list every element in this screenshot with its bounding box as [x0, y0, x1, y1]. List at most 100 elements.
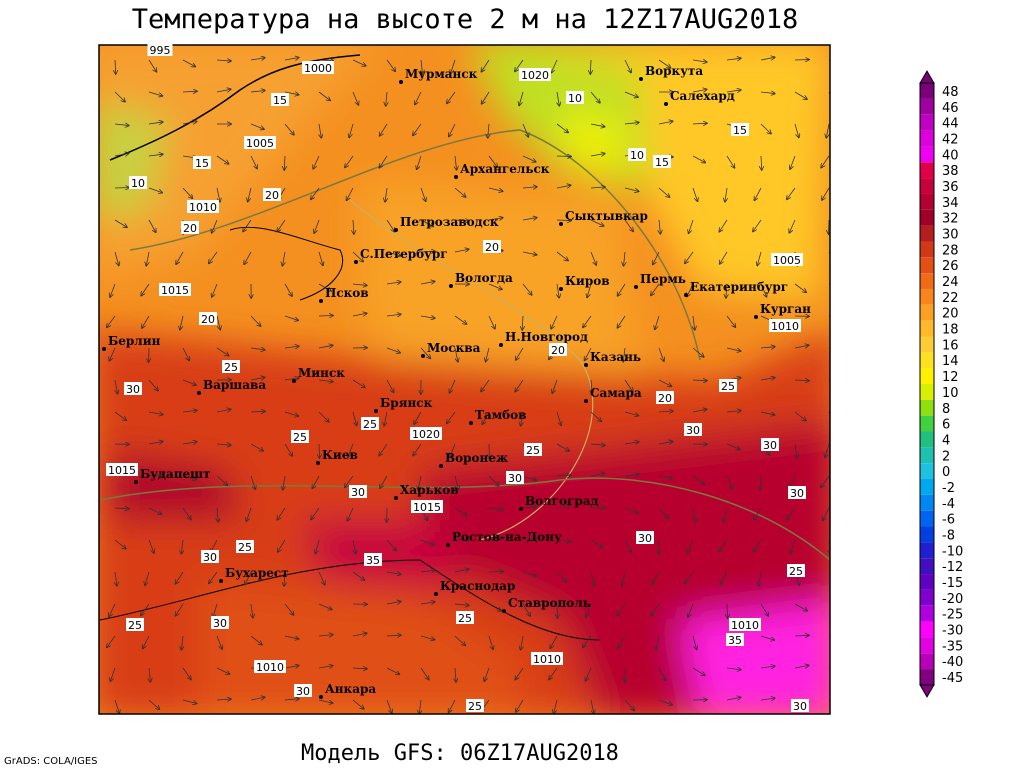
contour-label: 20	[201, 313, 215, 326]
wind-arrow	[352, 91, 358, 105]
contour-label: 10	[568, 92, 582, 105]
contour-label-box	[181, 221, 199, 234]
wind-arrow	[284, 155, 285, 170]
contour-label-box	[636, 531, 654, 544]
colorbar-swatch	[920, 574, 934, 590]
wind-arrow	[181, 635, 183, 650]
wind-arrow	[658, 699, 672, 705]
wind-arrow	[658, 187, 670, 197]
wind-arrow	[624, 379, 633, 392]
contour-label: 1010	[256, 661, 284, 674]
wind-arrow	[420, 187, 426, 201]
wind-arrow	[556, 220, 571, 221]
city-dot	[639, 77, 643, 81]
city-dot	[664, 102, 668, 106]
wind-arrow	[590, 219, 604, 226]
wind-arrow	[454, 315, 466, 324]
wind-arrow	[760, 603, 768, 616]
wind-arrow	[488, 315, 495, 329]
wind-arrow	[250, 411, 265, 412]
wind-arrow	[658, 476, 673, 478]
wind-arrow	[109, 347, 116, 361]
colorbar-swatch	[920, 447, 934, 464]
colorbar-label: 46	[942, 101, 959, 116]
contour-label: 30	[213, 617, 227, 630]
colorbar-swatch	[920, 273, 934, 289]
colorbar-swatch	[920, 637, 934, 654]
wind-arrow	[182, 442, 197, 444]
colorbar-label: -20	[942, 592, 963, 607]
colorbar-swatch	[920, 241, 934, 258]
contour-label: 15	[733, 124, 747, 137]
wind-arrow	[180, 315, 184, 330]
contour-label-box	[244, 136, 276, 149]
contour-label: 25	[526, 444, 540, 457]
wind-arrow	[590, 444, 605, 445]
city-label: Екатеринбург	[690, 280, 788, 294]
wind-arrow	[148, 441, 163, 444]
wind-arrow	[692, 60, 707, 62]
wind-arrow	[828, 347, 830, 349]
wind-arrow	[624, 219, 633, 231]
colorbar-label: 48	[942, 85, 959, 100]
wind-arrow	[794, 123, 799, 137]
contour-label-box	[159, 283, 191, 296]
contour-label-box	[566, 91, 584, 104]
colorbar-swatch	[920, 542, 934, 559]
colorbar-label: 30	[942, 228, 959, 243]
wind-arrow	[420, 347, 430, 358]
wind-arrow	[386, 635, 401, 636]
wind-arrow	[761, 155, 762, 170]
wind-arrow	[515, 667, 524, 680]
wind-arrow	[417, 155, 422, 169]
city-label: Вологда	[455, 271, 513, 285]
city-dot	[316, 461, 320, 465]
wind-arrow	[318, 699, 333, 703]
wind-arrow	[318, 666, 333, 668]
wind-arrow	[760, 378, 775, 380]
wind-arrow	[277, 507, 286, 520]
contour-label: 15	[273, 94, 287, 107]
contour-label: 20	[265, 189, 279, 202]
contour-label-box	[531, 652, 563, 665]
wind-arrow	[284, 443, 292, 456]
wind-arrow	[421, 59, 423, 74]
wind-arrow	[115, 379, 118, 394]
wind-arrow	[352, 59, 366, 66]
wind-arrow	[282, 251, 285, 266]
colorbar-label: -40	[942, 655, 963, 670]
wind-arrow	[787, 507, 796, 519]
contour-label: 1010	[731, 619, 759, 632]
map-frame	[98, 44, 831, 715]
wind-arrow	[454, 187, 466, 197]
colorbar-label: -4	[942, 497, 955, 512]
wind-arrow	[794, 380, 809, 381]
contour-label: 1005	[773, 254, 801, 267]
wind-arrow	[693, 507, 696, 522]
wind-arrow	[488, 508, 503, 510]
city-dot	[102, 347, 106, 351]
wind-arrow	[692, 409, 707, 413]
wind-arrow	[550, 635, 558, 648]
wind-arrow	[481, 379, 490, 391]
city-label: Минск	[298, 366, 345, 380]
wind-arrow	[284, 346, 299, 348]
wind-arrow	[794, 345, 809, 349]
wind-arrow	[209, 251, 218, 263]
colorbar-label: -8	[942, 528, 955, 543]
city-label: Н.Новгород	[505, 330, 588, 344]
wind-arrow	[284, 666, 299, 668]
wind-arrow	[386, 282, 401, 284]
wind-arrow	[521, 635, 523, 650]
contour-label-box	[466, 699, 484, 712]
wind-arrow	[482, 411, 490, 424]
colorbar-label: 4	[942, 433, 950, 448]
colorbar-swatch	[920, 605, 934, 622]
city-label: Сыктывкар	[565, 209, 648, 223]
wind-arrow	[454, 220, 469, 221]
wind-arrow	[760, 635, 774, 640]
contour-label: 25	[458, 612, 472, 625]
wind-arrow	[693, 315, 695, 330]
wind-arrow	[825, 443, 830, 457]
city-dot	[319, 695, 323, 699]
